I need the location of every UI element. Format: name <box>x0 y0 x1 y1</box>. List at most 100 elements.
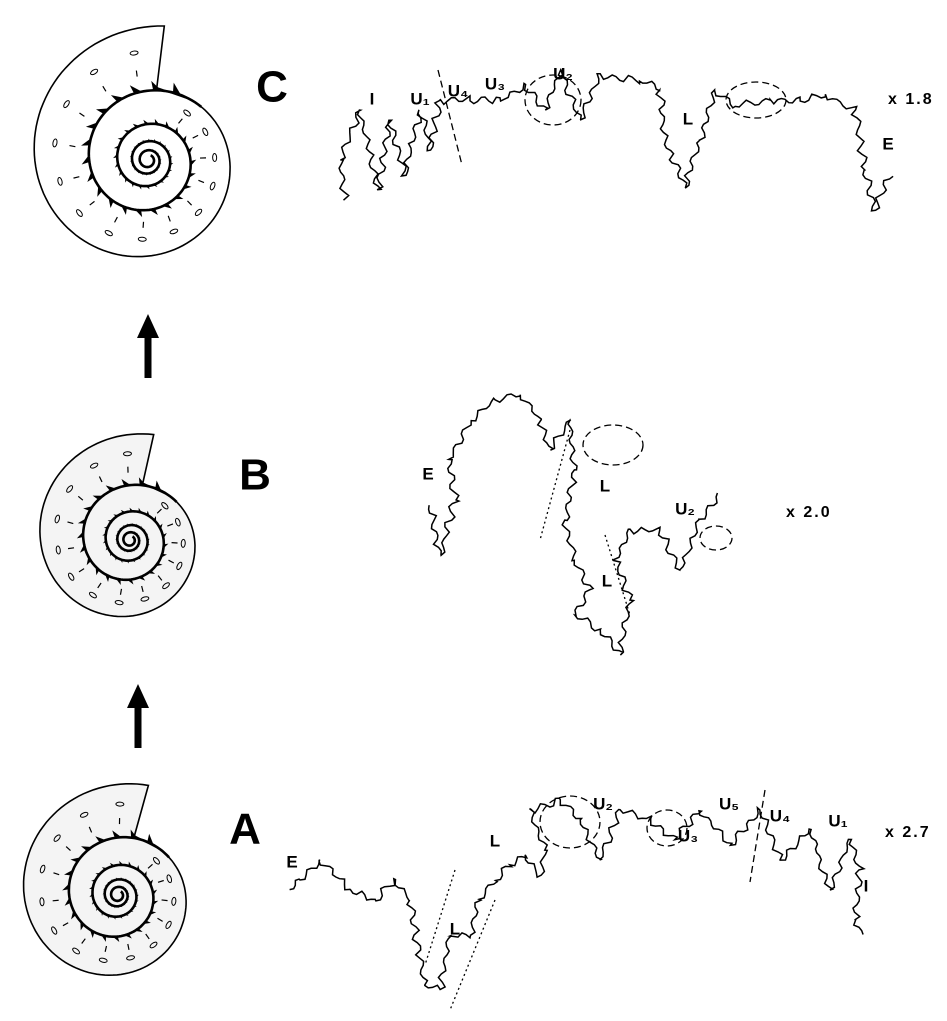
spine <box>89 893 93 898</box>
tubercle <box>76 209 83 217</box>
tubercle <box>63 100 70 109</box>
spine <box>182 185 192 190</box>
magnification: x 2.7 <box>885 824 931 841</box>
spine <box>86 556 91 566</box>
magnification: x 2.0 <box>786 504 832 521</box>
spine <box>89 929 95 938</box>
arrow-head <box>127 684 149 708</box>
suture-label: L <box>600 476 610 495</box>
spine <box>112 916 116 920</box>
spine <box>140 525 142 529</box>
rib <box>65 846 71 852</box>
spine <box>122 885 124 889</box>
tubercle <box>175 517 181 527</box>
tubercle <box>126 955 136 961</box>
spine <box>136 865 140 872</box>
spine <box>120 509 126 513</box>
spine <box>130 159 133 162</box>
spine <box>91 878 97 882</box>
rib <box>97 582 102 589</box>
spine <box>92 495 103 500</box>
spine <box>142 140 146 143</box>
spine <box>79 544 85 553</box>
spine <box>83 505 93 511</box>
tubercle <box>89 462 99 469</box>
panel-letter: B <box>239 451 271 500</box>
rib <box>104 945 108 952</box>
suture-label: U₂ <box>593 794 613 813</box>
spine <box>110 551 112 557</box>
spine <box>169 155 173 160</box>
dashed-line <box>749 789 766 883</box>
spine <box>153 889 158 896</box>
rib <box>161 899 168 902</box>
spine <box>113 144 120 149</box>
spine <box>115 877 119 880</box>
spine <box>116 541 118 545</box>
tubercle <box>114 600 124 606</box>
spine <box>120 877 123 880</box>
spine <box>101 911 104 916</box>
panel-letter: A <box>229 805 261 854</box>
dashed-ellipse <box>699 525 733 551</box>
suture-label: U₃ <box>485 74 505 93</box>
spine <box>134 928 143 932</box>
spine <box>115 534 119 537</box>
spine <box>96 906 99 912</box>
tubercle <box>194 208 203 216</box>
spine <box>146 510 150 517</box>
spine <box>135 900 139 903</box>
spine <box>105 545 109 551</box>
shell <box>39 433 196 618</box>
suture-label: L <box>602 571 612 590</box>
spine <box>101 934 106 942</box>
rib <box>81 938 86 944</box>
tubercle <box>98 957 108 963</box>
spine <box>129 550 132 553</box>
spine <box>102 888 106 891</box>
tubercle <box>183 109 191 117</box>
spine <box>149 209 158 215</box>
spine <box>116 531 120 533</box>
spine <box>121 479 131 486</box>
spine <box>145 186 150 190</box>
spine <box>122 903 126 906</box>
spine <box>136 532 138 535</box>
rib <box>168 559 175 564</box>
tubercle <box>171 896 177 906</box>
rib <box>102 85 107 92</box>
rib <box>119 588 123 595</box>
spine <box>159 140 162 145</box>
spine <box>135 548 138 550</box>
spine <box>157 166 161 168</box>
shell <box>33 25 231 258</box>
spine <box>125 560 129 564</box>
spine <box>138 185 142 190</box>
suture-label: U₂ <box>553 64 573 83</box>
spine <box>147 833 154 846</box>
spine <box>127 579 134 585</box>
dotted-line <box>604 534 631 616</box>
spine <box>81 846 92 851</box>
spine <box>138 543 141 545</box>
suture-label: U₃ <box>678 826 698 845</box>
spine <box>71 910 76 920</box>
spine <box>107 882 111 884</box>
spine <box>127 523 130 526</box>
dotted-line <box>539 429 571 541</box>
spine <box>134 167 136 171</box>
spine <box>138 507 142 513</box>
rib <box>157 917 163 922</box>
spine <box>124 934 132 939</box>
tubercle <box>129 50 139 56</box>
spine <box>163 543 169 549</box>
spine <box>148 173 152 176</box>
spine <box>89 885 94 889</box>
tubercle <box>202 127 209 137</box>
suture-label: E <box>422 464 433 483</box>
spine <box>95 836 106 842</box>
spine <box>119 170 122 176</box>
rib <box>89 200 95 206</box>
spine <box>155 169 159 171</box>
